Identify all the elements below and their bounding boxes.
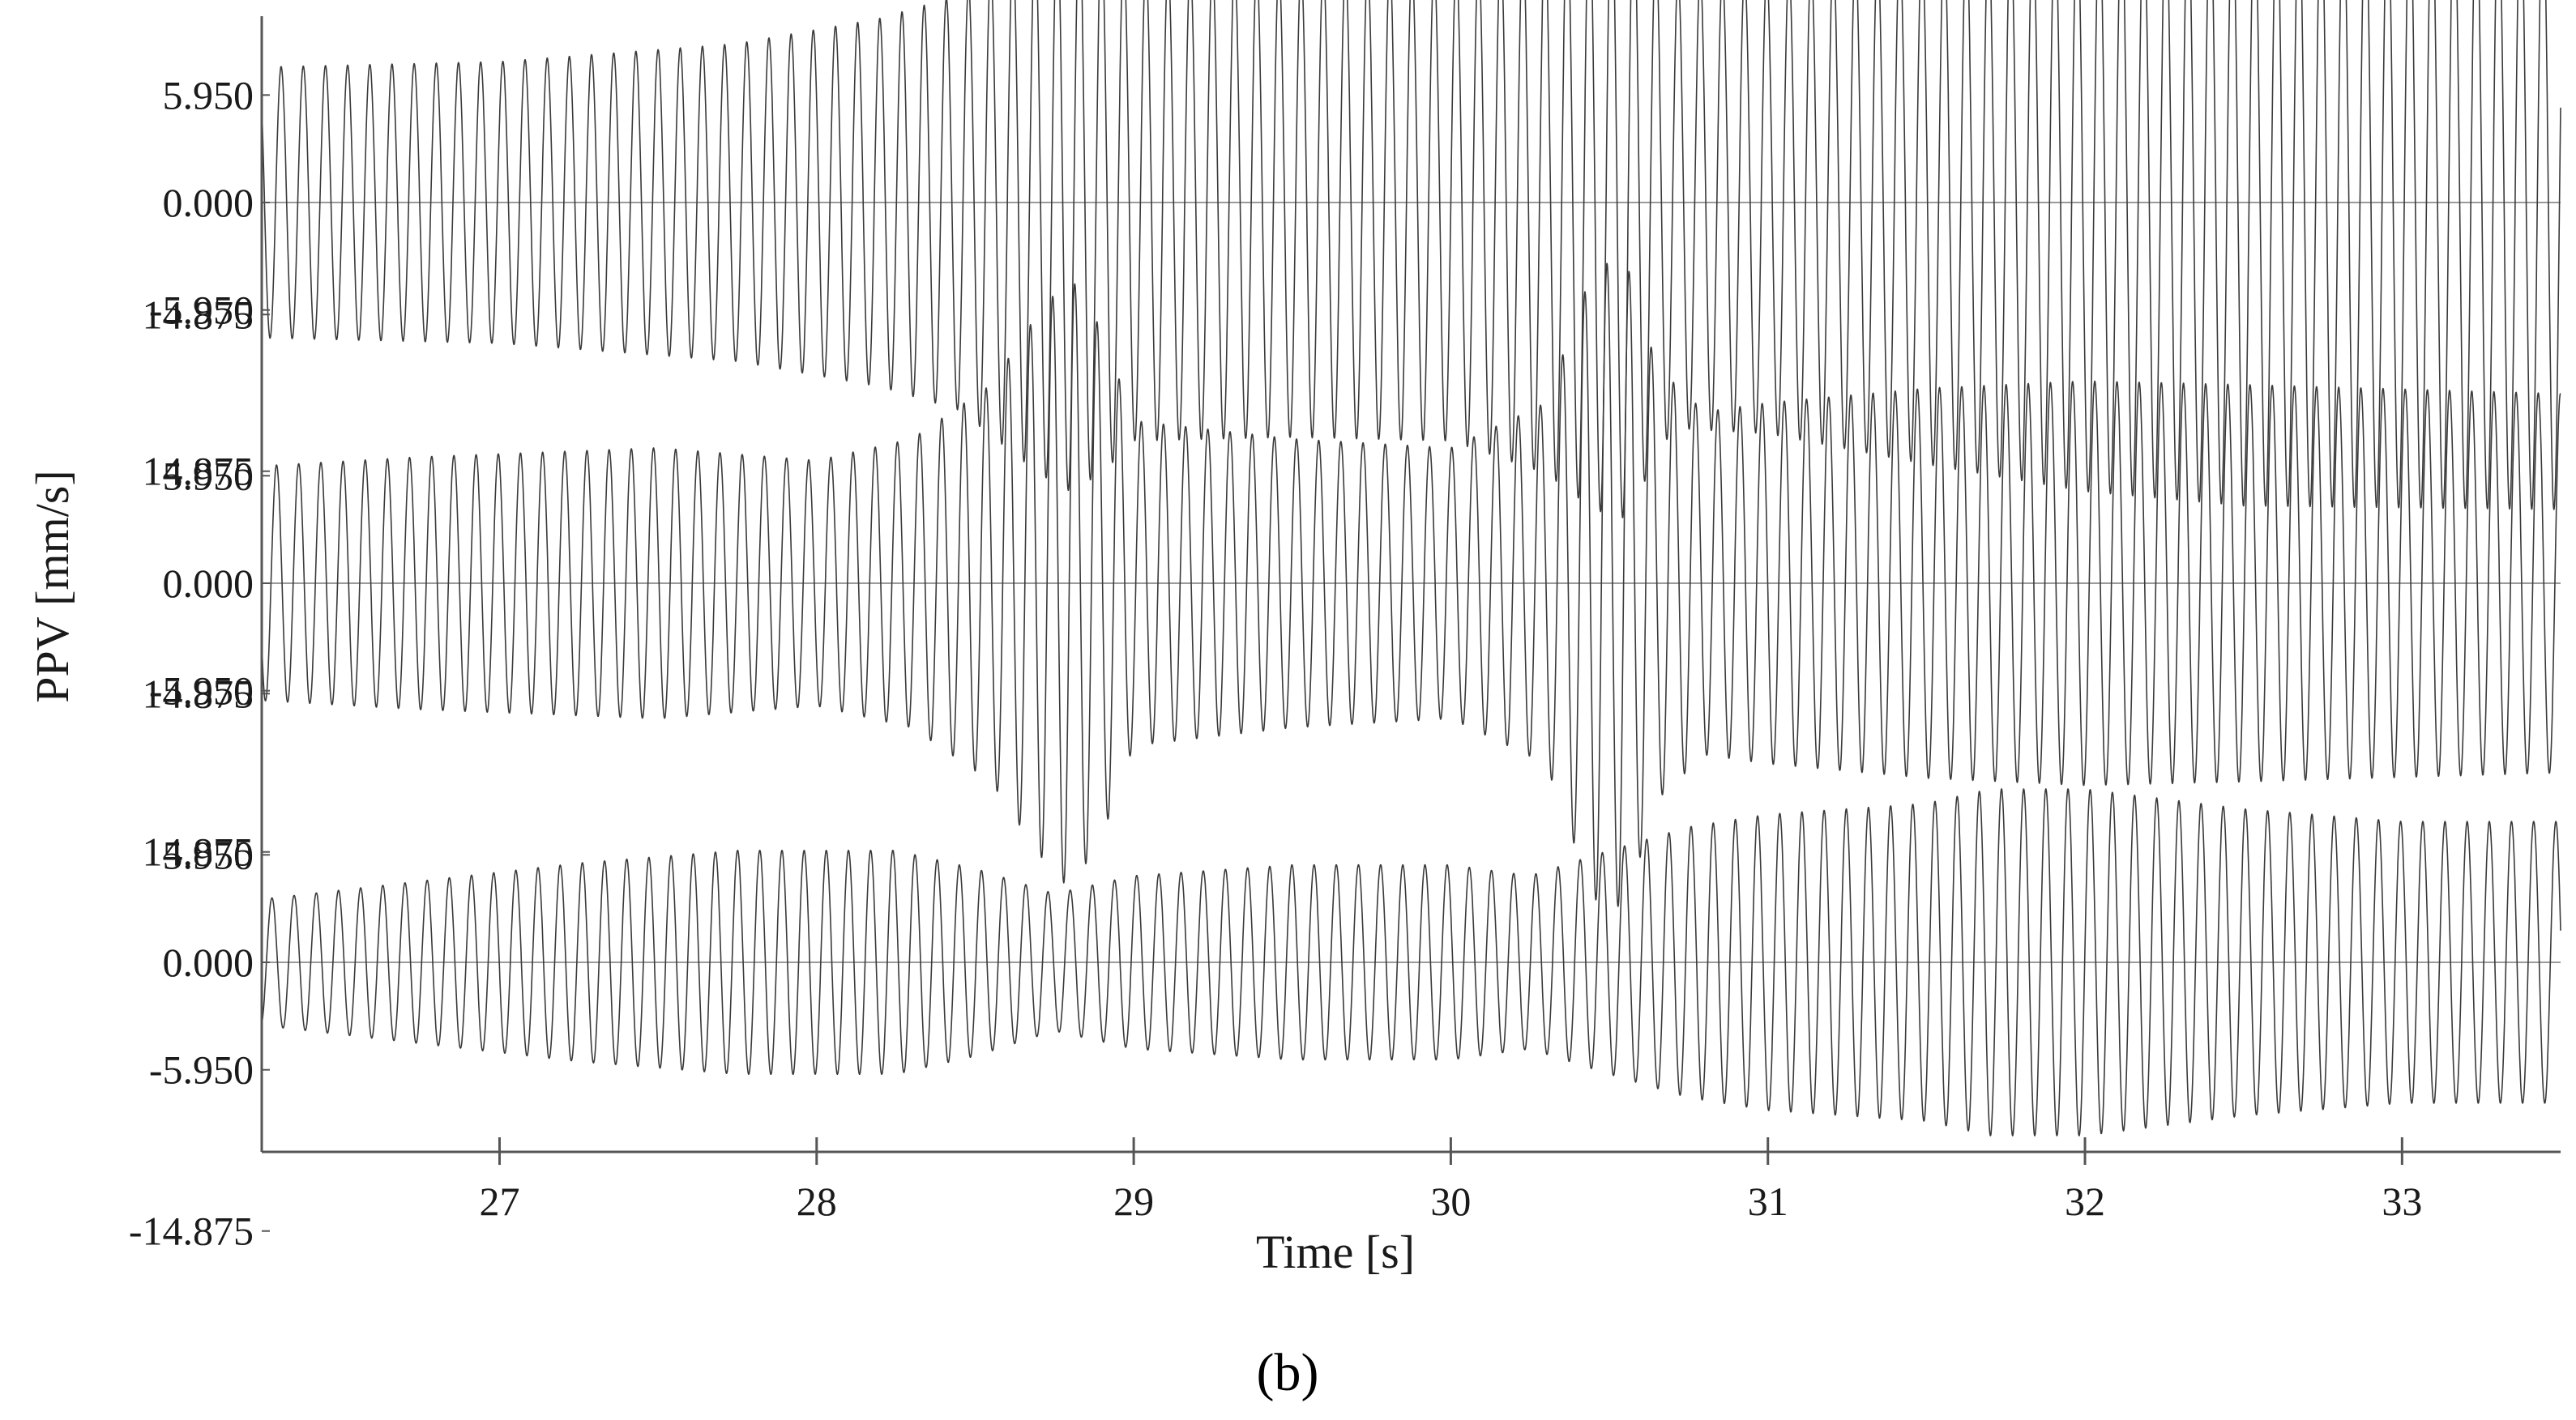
y-tick-label: 14.875 [143,292,254,337]
waveform-series-1 [261,0,2561,518]
y-tick-label: 14.875 [143,829,254,875]
y-tick-label: -5.950 [149,1047,254,1093]
y-tick-label: -14.875 [129,1209,254,1254]
x-tick-label: 33 [2382,1179,2422,1224]
y-tick-label: 0.000 [163,561,254,606]
x-tick-label: 30 [1430,1179,1471,1224]
y-tick-label: 14.875 [143,449,254,494]
panel-label: (b) [1257,1343,1319,1402]
y-tick-label: 0.000 [163,940,254,985]
y-tick-label: -5.950 [149,668,254,714]
y-tick-label: 0.000 [163,180,254,225]
y-tick-label: -5.950 [149,288,254,333]
y-tick-label: 5.950 [163,453,254,498]
x-tick-label: 27 [479,1179,519,1224]
x-tick-label: 28 [797,1179,837,1224]
y-tick-label: 5.950 [163,832,254,877]
waveform-series-2 [261,262,2561,907]
y-axis-title: PPV [mm/s] [26,470,79,702]
x-tick-label: 29 [1113,1179,1154,1224]
y-tick-label: 14.875 [143,671,254,716]
x-tick-label: 32 [2065,1179,2105,1224]
x-tick-label: 31 [1748,1179,1788,1224]
x-axis-title: Time [s] [1256,1226,1415,1278]
y-tick-label: 5.950 [163,72,254,117]
waveform-series-3 [261,788,2561,1136]
